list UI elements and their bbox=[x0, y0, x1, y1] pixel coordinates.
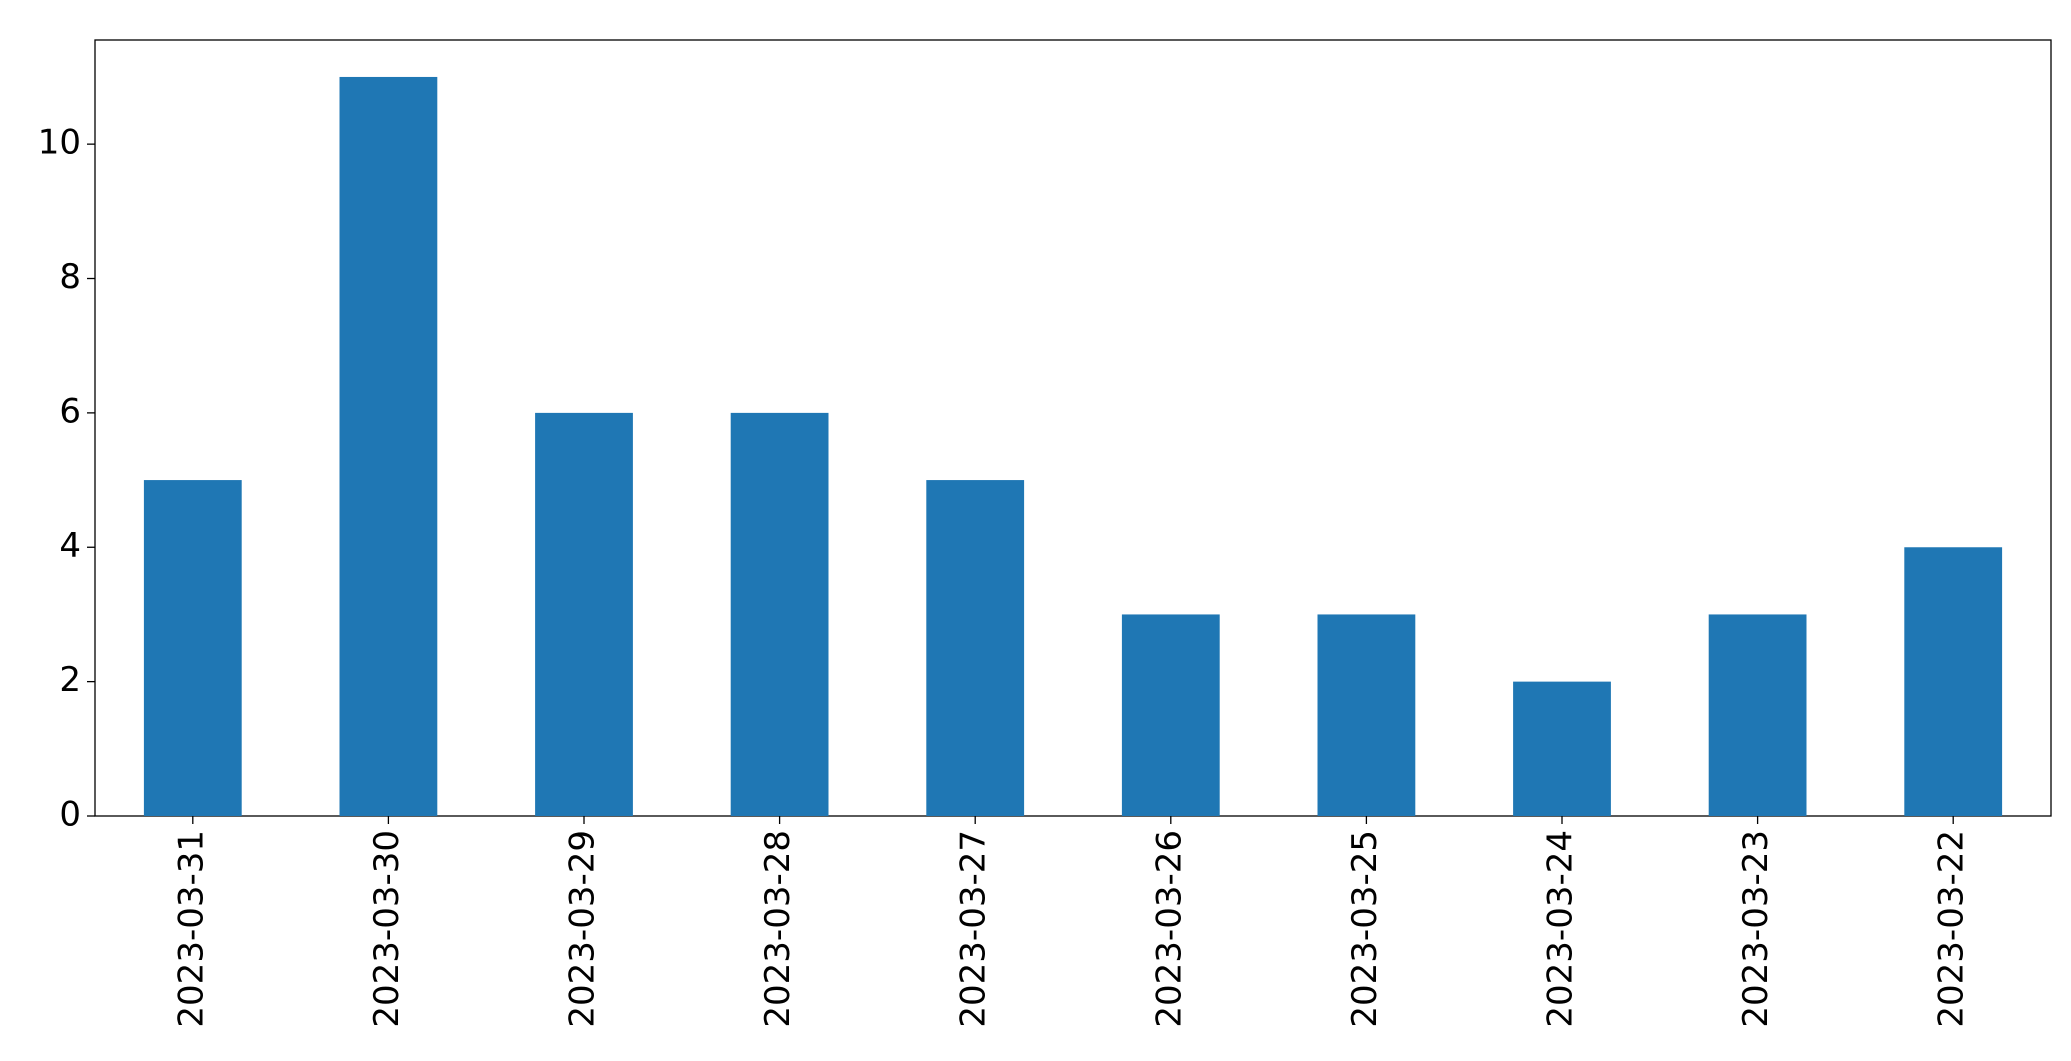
x-tick-label: 2023-03-26 bbox=[1149, 830, 1189, 1028]
y-tick-label: 6 bbox=[59, 391, 81, 431]
bar bbox=[535, 412, 633, 816]
bar bbox=[1317, 614, 1416, 816]
plot-frame bbox=[94, 39, 2052, 817]
bar bbox=[1121, 614, 1220, 816]
y-tick-label: 2 bbox=[59, 660, 81, 700]
bar bbox=[143, 480, 242, 816]
bar bbox=[1513, 681, 1611, 816]
x-tick-label: 2023-03-28 bbox=[758, 830, 798, 1028]
bar bbox=[1708, 614, 1807, 816]
bar bbox=[926, 480, 1025, 816]
x-tick-label: 2023-03-29 bbox=[563, 830, 603, 1028]
x-tick-label: 2023-03-27 bbox=[954, 830, 994, 1028]
bar bbox=[1904, 547, 2003, 816]
y-tick-label: 4 bbox=[59, 526, 81, 566]
bar bbox=[730, 412, 829, 816]
y-tick-label: 8 bbox=[59, 257, 81, 297]
y-tick-label: 0 bbox=[59, 795, 81, 835]
bar bbox=[339, 76, 438, 816]
x-tick-label: 2023-03-24 bbox=[1541, 830, 1581, 1028]
x-tick-label: 2023-03-25 bbox=[1345, 830, 1385, 1028]
x-tick-label: 2023-03-31 bbox=[171, 830, 211, 1028]
x-tick-label: 2023-03-30 bbox=[367, 830, 407, 1028]
y-tick-label: 10 bbox=[38, 123, 81, 163]
x-tick-label: 2023-03-22 bbox=[1932, 830, 1972, 1028]
x-tick-label: 2023-03-23 bbox=[1736, 830, 1776, 1028]
